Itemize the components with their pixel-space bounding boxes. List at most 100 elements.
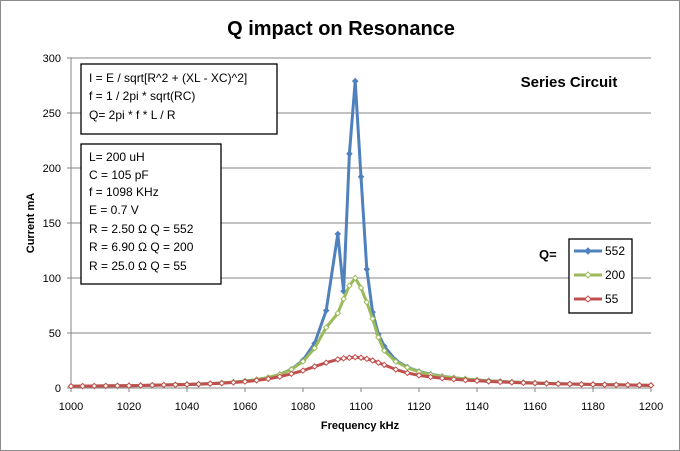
data-point xyxy=(589,381,597,388)
legend-entries: 552 200 55 xyxy=(574,244,625,306)
data-point xyxy=(137,382,144,389)
data-point xyxy=(114,382,121,390)
data-point xyxy=(334,230,342,238)
series-200 xyxy=(67,274,655,390)
tick-label-x: 1080 xyxy=(291,401,315,413)
data-point xyxy=(438,374,446,382)
tick-label-x: 1060 xyxy=(233,401,257,413)
data-point xyxy=(496,378,504,386)
legend-label: 200 xyxy=(605,268,625,282)
data-point xyxy=(636,381,643,389)
tick-label-x: 1040 xyxy=(175,401,199,413)
x-axis-label: Frequency kHz xyxy=(321,420,400,432)
data-point xyxy=(351,274,359,282)
tick-label-x: 1000 xyxy=(59,401,83,413)
series-group xyxy=(67,77,655,390)
data-point xyxy=(346,282,353,290)
data-point xyxy=(601,381,608,389)
data-point xyxy=(375,359,382,367)
data-point xyxy=(404,369,411,377)
data-point xyxy=(369,315,376,323)
data-point xyxy=(357,354,365,362)
legend-label: 55 xyxy=(605,292,619,306)
data-point xyxy=(578,380,585,388)
legend-entry-55: 55 xyxy=(574,292,619,306)
data-point xyxy=(241,378,249,385)
tick-label-x: 1100 xyxy=(349,401,373,413)
data-point xyxy=(311,344,318,352)
legend-marker xyxy=(584,247,592,255)
legend-entry-200: 200 xyxy=(574,268,625,282)
data-point xyxy=(206,380,214,388)
data-point xyxy=(369,357,376,364)
data-point xyxy=(473,377,481,385)
data-point xyxy=(230,379,237,386)
legend-marker xyxy=(584,271,592,279)
param-r3: R = 25.0 Ω Q = 55 xyxy=(89,259,187,273)
data-point xyxy=(253,377,260,384)
data-point xyxy=(462,376,469,384)
data-point xyxy=(392,358,400,365)
tick-label-y: 300 xyxy=(43,53,61,65)
legend-entry-552: 552 xyxy=(574,244,625,258)
data-point xyxy=(322,359,330,367)
series-line-200 xyxy=(70,276,652,388)
tick-label-y: 150 xyxy=(43,218,61,230)
data-point xyxy=(566,380,574,388)
data-point xyxy=(264,375,272,383)
data-point xyxy=(392,366,400,373)
param-r1: R = 2.50 Ω Q = 552 xyxy=(89,222,194,236)
data-point xyxy=(531,379,539,387)
tick-labels: 0 50 100 150 200 250 300 1000 1020 1040 1060 1080 11… xyxy=(43,53,664,413)
data-point xyxy=(357,284,365,292)
formula-2: f = 1 / 2pi * sqrt(RC) xyxy=(89,89,195,103)
series-line-55 xyxy=(70,355,652,388)
tick-label-x: 1180 xyxy=(581,401,605,413)
data-point xyxy=(380,347,388,354)
data-point xyxy=(363,298,371,306)
tick-label-x: 1120 xyxy=(407,401,431,413)
formula-3: Q= 2pi * f * L / R xyxy=(89,108,176,122)
data-point xyxy=(340,295,347,303)
data-point xyxy=(543,380,550,387)
legend-marker xyxy=(584,295,592,303)
circuit-label: Series Circuit xyxy=(521,74,618,91)
data-point xyxy=(415,372,423,379)
tick-label-y: 50 xyxy=(49,328,61,340)
data-point xyxy=(520,379,527,387)
data-point xyxy=(276,373,284,380)
formula-1: I = E / sqrt[R^2 + (XL - XC)^2] xyxy=(89,71,247,85)
data-point xyxy=(195,380,202,388)
tick-label-x: 1200 xyxy=(639,401,663,413)
data-point xyxy=(160,381,168,389)
axes xyxy=(67,57,652,392)
formula-box xyxy=(80,63,278,135)
data-point xyxy=(288,370,295,378)
data-point xyxy=(334,356,342,363)
data-point xyxy=(183,381,191,388)
data-point xyxy=(612,381,620,389)
y-axis-label: Current mA xyxy=(25,193,37,254)
data-point xyxy=(647,382,655,389)
data-point xyxy=(380,361,388,369)
data-point xyxy=(508,379,516,386)
data-point xyxy=(346,354,353,362)
param-r2: R = 6.90 Ω Q = 200 xyxy=(89,240,194,254)
tick-label-y: 200 xyxy=(43,163,61,175)
param-e: E = 0.7 V xyxy=(89,203,139,217)
data-point xyxy=(125,382,133,389)
data-point xyxy=(375,334,382,341)
chart-title: Q impact on Resonance xyxy=(227,18,455,40)
data-point xyxy=(299,358,307,365)
parameter-box xyxy=(80,143,222,285)
data-point xyxy=(322,324,330,331)
tick-label-x: 1020 xyxy=(117,401,141,413)
data-point xyxy=(172,381,179,389)
legend-label: 552 xyxy=(605,244,625,258)
data-point xyxy=(450,375,458,383)
param-c: C = 105 pF xyxy=(89,168,149,182)
data-point xyxy=(351,353,359,361)
series-55 xyxy=(67,353,655,390)
